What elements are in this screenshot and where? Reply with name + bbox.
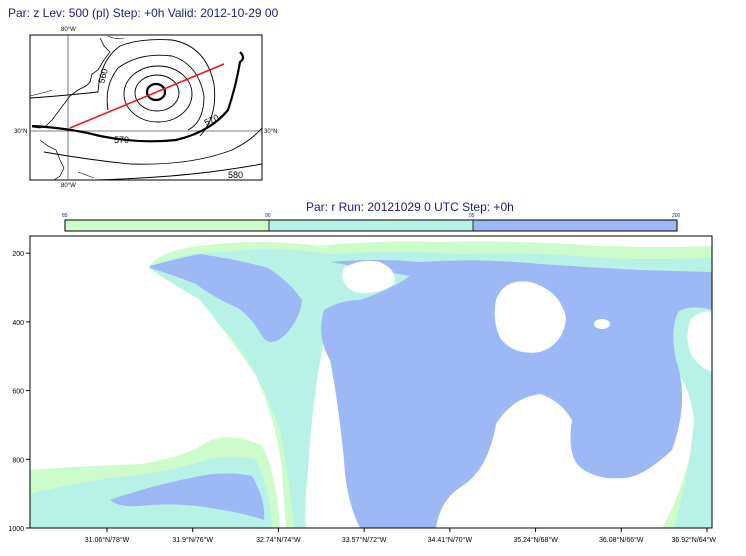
cross-section-title: Par: r Run: 20121029 0 UTC Step: +0h: [306, 200, 514, 214]
coastline-north: [29, 89, 53, 97]
cross-section-plot: 200 400 600 800 1000 31.06°N/78°W 31.9°N/76°W…: [8, 235, 716, 544]
rh-hole-center: [342, 260, 395, 293]
legend-swatch-95-100: [473, 220, 677, 231]
x-tick-label-1: 31.9°N/76°W: [172, 536, 213, 544]
coastline-ne: [107, 35, 125, 39]
rh-hole-far-right: [687, 311, 712, 372]
lat-label-right: 30°N: [264, 129, 277, 135]
rh-hole-small: [594, 319, 610, 329]
x-tick-label-5: 35.24°N/68°W: [513, 536, 558, 544]
coastline-cuba: [77, 171, 95, 179]
legend-tick-200: 200: [672, 213, 681, 219]
x-tick-label-4: 34.41°N/70°W: [428, 536, 473, 544]
map-panel: 560 570 570 580 80°W 80°W 30°N 30°N: [14, 27, 277, 189]
rh-hole-right: [494, 281, 566, 353]
contour-560: [106, 54, 205, 131]
contour-570-bold: [31, 51, 245, 143]
lon-label-top: 80°W: [61, 27, 76, 33]
y-tick-label-200: 200: [12, 251, 24, 258]
contour-inner: [134, 74, 180, 112]
y-tick-label-400: 400: [12, 320, 24, 327]
legend-tick-85: 85: [62, 213, 68, 219]
y-tick-label-1000: 1000: [8, 526, 24, 533]
coastline-florida: [39, 139, 65, 181]
x-tick-label-2: 32.74°N/74°W: [256, 536, 301, 544]
legend-tick-95: 95: [469, 213, 475, 219]
cross-section-line: [69, 63, 225, 129]
contour-label-580: 580: [228, 170, 243, 180]
contour-label-560: 560: [96, 67, 110, 84]
map-title: Par: z Lev: 500 (pl) Step: +0h Valid: 20…: [8, 6, 279, 20]
legend-frame: [64, 219, 678, 232]
legend-bar: 85 90 95 200: [62, 213, 681, 232]
y-axis: 200 400 600 800 1000: [8, 251, 30, 533]
contour-low-center: [145, 82, 167, 102]
contour-580: [95, 163, 263, 181]
y-tick-label-800: 800: [12, 457, 24, 464]
contour-575: [43, 127, 263, 165]
x-tick-label-7: 36.92°N/64°W: [671, 536, 716, 544]
coastline-us: [31, 37, 111, 129]
contour-mid: [123, 65, 193, 123]
x-tick-label-6: 36.08°N/66°W: [599, 536, 644, 544]
lon-label-bottom: 80°W: [61, 183, 76, 189]
legend-tick-90: 90: [265, 213, 271, 219]
legend-swatch-90-95: [269, 220, 473, 231]
rh-dry-wedge: [30, 236, 286, 528]
y-tick-label-600: 600: [12, 389, 24, 396]
contour-label-570-a: 570: [114, 135, 129, 145]
x-axis: 31.06°N/78°W 31.9°N/76°W 32.74°N/74°W 33.57…: [85, 528, 716, 544]
rh-region-95-100-strip: [350, 323, 379, 510]
rh-region-95-100-main: [321, 260, 712, 528]
plot-frame: [29, 235, 713, 529]
rh-region-95-100-left: [150, 254, 302, 342]
x-tick-label-0: 31.06°N/78°W: [85, 536, 130, 544]
contour-outer: [29, 39, 216, 137]
rh-fields: [30, 236, 712, 528]
lat-label-left: 30°N: [14, 129, 27, 135]
x-tick-label-3: 33.57°N/72°W: [342, 536, 387, 544]
legend-swatch-85-90: [65, 220, 269, 231]
rh-region-95-100-bottom-left: [110, 473, 265, 520]
